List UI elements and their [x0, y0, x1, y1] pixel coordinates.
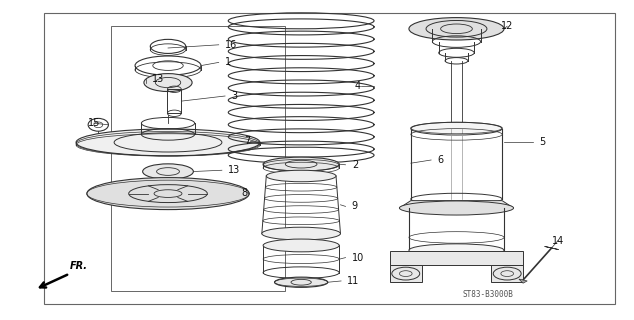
Ellipse shape	[143, 164, 193, 179]
Ellipse shape	[409, 18, 504, 40]
Text: 8: 8	[241, 188, 247, 198]
Text: 13: 13	[228, 165, 240, 175]
Text: 5: 5	[539, 137, 545, 148]
Ellipse shape	[144, 74, 192, 92]
Text: 14: 14	[552, 236, 564, 246]
Ellipse shape	[262, 227, 340, 240]
Polygon shape	[390, 265, 422, 282]
Polygon shape	[399, 201, 514, 208]
Polygon shape	[545, 246, 559, 250]
Text: 1: 1	[225, 57, 231, 68]
Text: 7: 7	[244, 136, 250, 147]
Ellipse shape	[275, 277, 328, 287]
Text: 15: 15	[87, 118, 100, 128]
Ellipse shape	[87, 178, 249, 210]
Polygon shape	[491, 265, 523, 282]
Ellipse shape	[263, 239, 339, 252]
Text: 12: 12	[501, 21, 514, 31]
Ellipse shape	[399, 201, 514, 215]
Text: 13: 13	[152, 74, 164, 84]
Text: 11: 11	[347, 276, 359, 286]
Polygon shape	[390, 251, 523, 265]
Ellipse shape	[411, 122, 502, 135]
Bar	[111, 26, 285, 291]
Polygon shape	[519, 279, 527, 283]
Text: 10: 10	[352, 252, 364, 263]
Text: FR.: FR.	[70, 261, 87, 271]
Ellipse shape	[266, 170, 336, 182]
Text: 6: 6	[437, 155, 444, 165]
Bar	[167, 89, 181, 113]
Text: ST83-B3000B: ST83-B3000B	[463, 290, 514, 299]
Ellipse shape	[409, 244, 504, 257]
Ellipse shape	[263, 157, 339, 171]
Text: 3: 3	[231, 91, 238, 101]
Text: 2: 2	[352, 160, 358, 170]
Text: 4: 4	[355, 81, 361, 92]
Text: 16: 16	[225, 40, 237, 50]
Text: 9: 9	[352, 201, 358, 212]
Ellipse shape	[76, 129, 260, 156]
